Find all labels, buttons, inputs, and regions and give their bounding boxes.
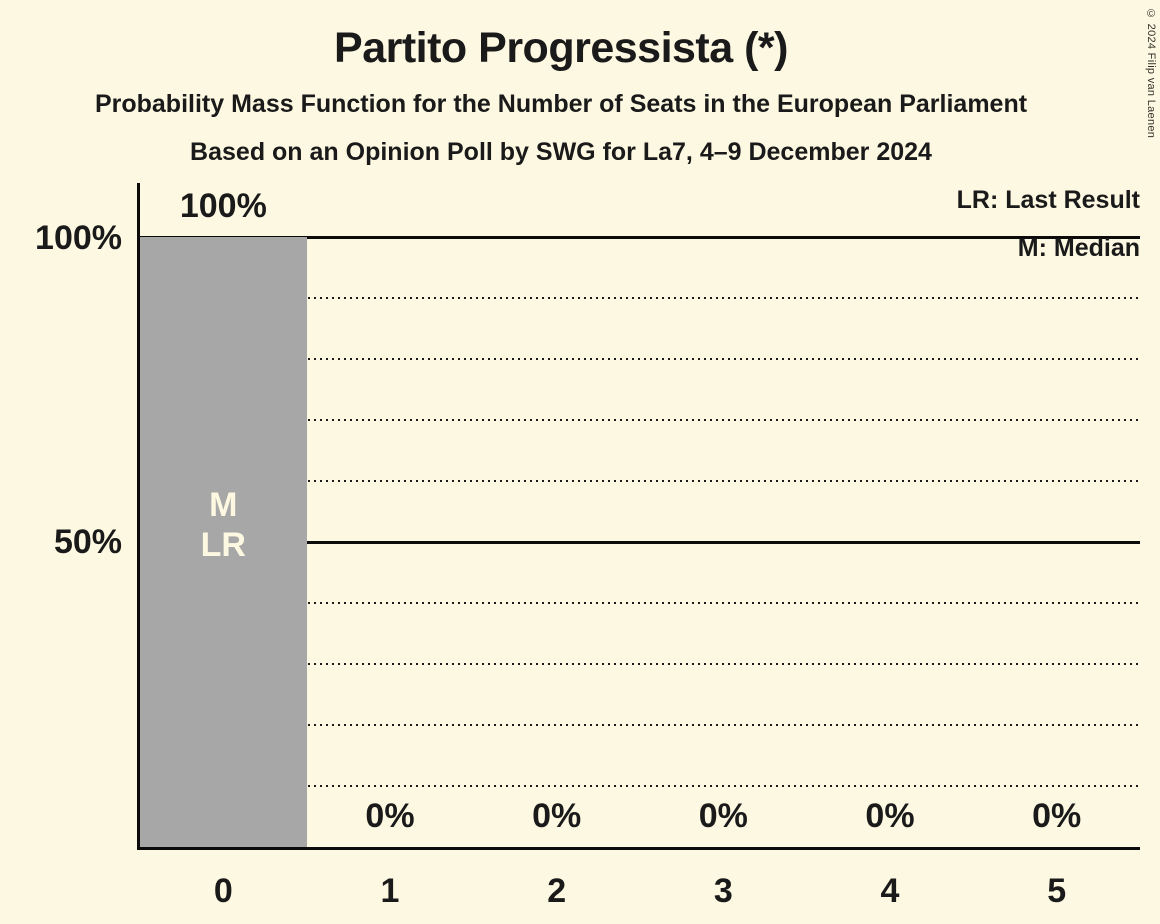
x-tick-label-4: 4 <box>880 872 900 910</box>
bar-marker-line: LR <box>200 526 246 564</box>
x-tick-label-5: 5 <box>1047 872 1067 910</box>
y-axis-label-50: 50% <box>53 523 122 561</box>
bar-value-label-5: 0% <box>1032 797 1082 835</box>
gridline-dotted-90 <box>140 297 1140 299</box>
x-tick-label-0: 0 <box>213 872 233 910</box>
bar-seats-0 <box>140 237 307 850</box>
chart-subtitle: Probability Mass Function for the Number… <box>94 90 1028 118</box>
plot-area: 100% 0 M LR 0% 1 0% 2 0% 3 0% 4 0% 5 <box>137 183 1140 909</box>
bar-value-label-4: 0% <box>865 797 915 835</box>
bar-value-label-1: 0% <box>365 797 415 835</box>
gridline-dotted-20 <box>140 724 1140 726</box>
gridline-dotted-80 <box>140 358 1140 360</box>
bar-marker-line: M <box>209 486 238 524</box>
x-tick-label-3: 3 <box>713 872 733 910</box>
bar-marker-median-lastresult: M LR <box>140 220 307 830</box>
gridline-dotted-30 <box>140 663 1140 665</box>
bar-value-label-3: 0% <box>698 797 748 835</box>
gridline-dotted-60 <box>140 480 1140 482</box>
legend-median: M: Median <box>1017 234 1140 262</box>
gridline-dotted-10 <box>140 785 1140 787</box>
legend-last-result: LR: Last Result <box>956 186 1140 214</box>
y-axis-label-100: 100% <box>35 219 122 257</box>
gridline-dotted-70 <box>140 419 1140 421</box>
page-title: Partito Progressista (*) <box>334 24 788 72</box>
copyright-text: © 2024 Filip van Laenen <box>1145 8 1157 139</box>
x-tick-label-2: 2 <box>547 872 567 910</box>
x-axis-line <box>137 847 1140 850</box>
y-axis-line <box>137 183 140 850</box>
gridline-solid-50 <box>140 541 1140 544</box>
gridline-dotted-40 <box>140 602 1140 604</box>
bar-value-label-2: 0% <box>532 797 582 835</box>
x-tick-label-1: 1 <box>380 872 400 910</box>
poll-details: Based on an Opinion Poll by SWG for La7,… <box>190 138 932 166</box>
gridline-solid-100 <box>140 236 1140 239</box>
bar-value-label-0: 100% <box>179 187 267 225</box>
